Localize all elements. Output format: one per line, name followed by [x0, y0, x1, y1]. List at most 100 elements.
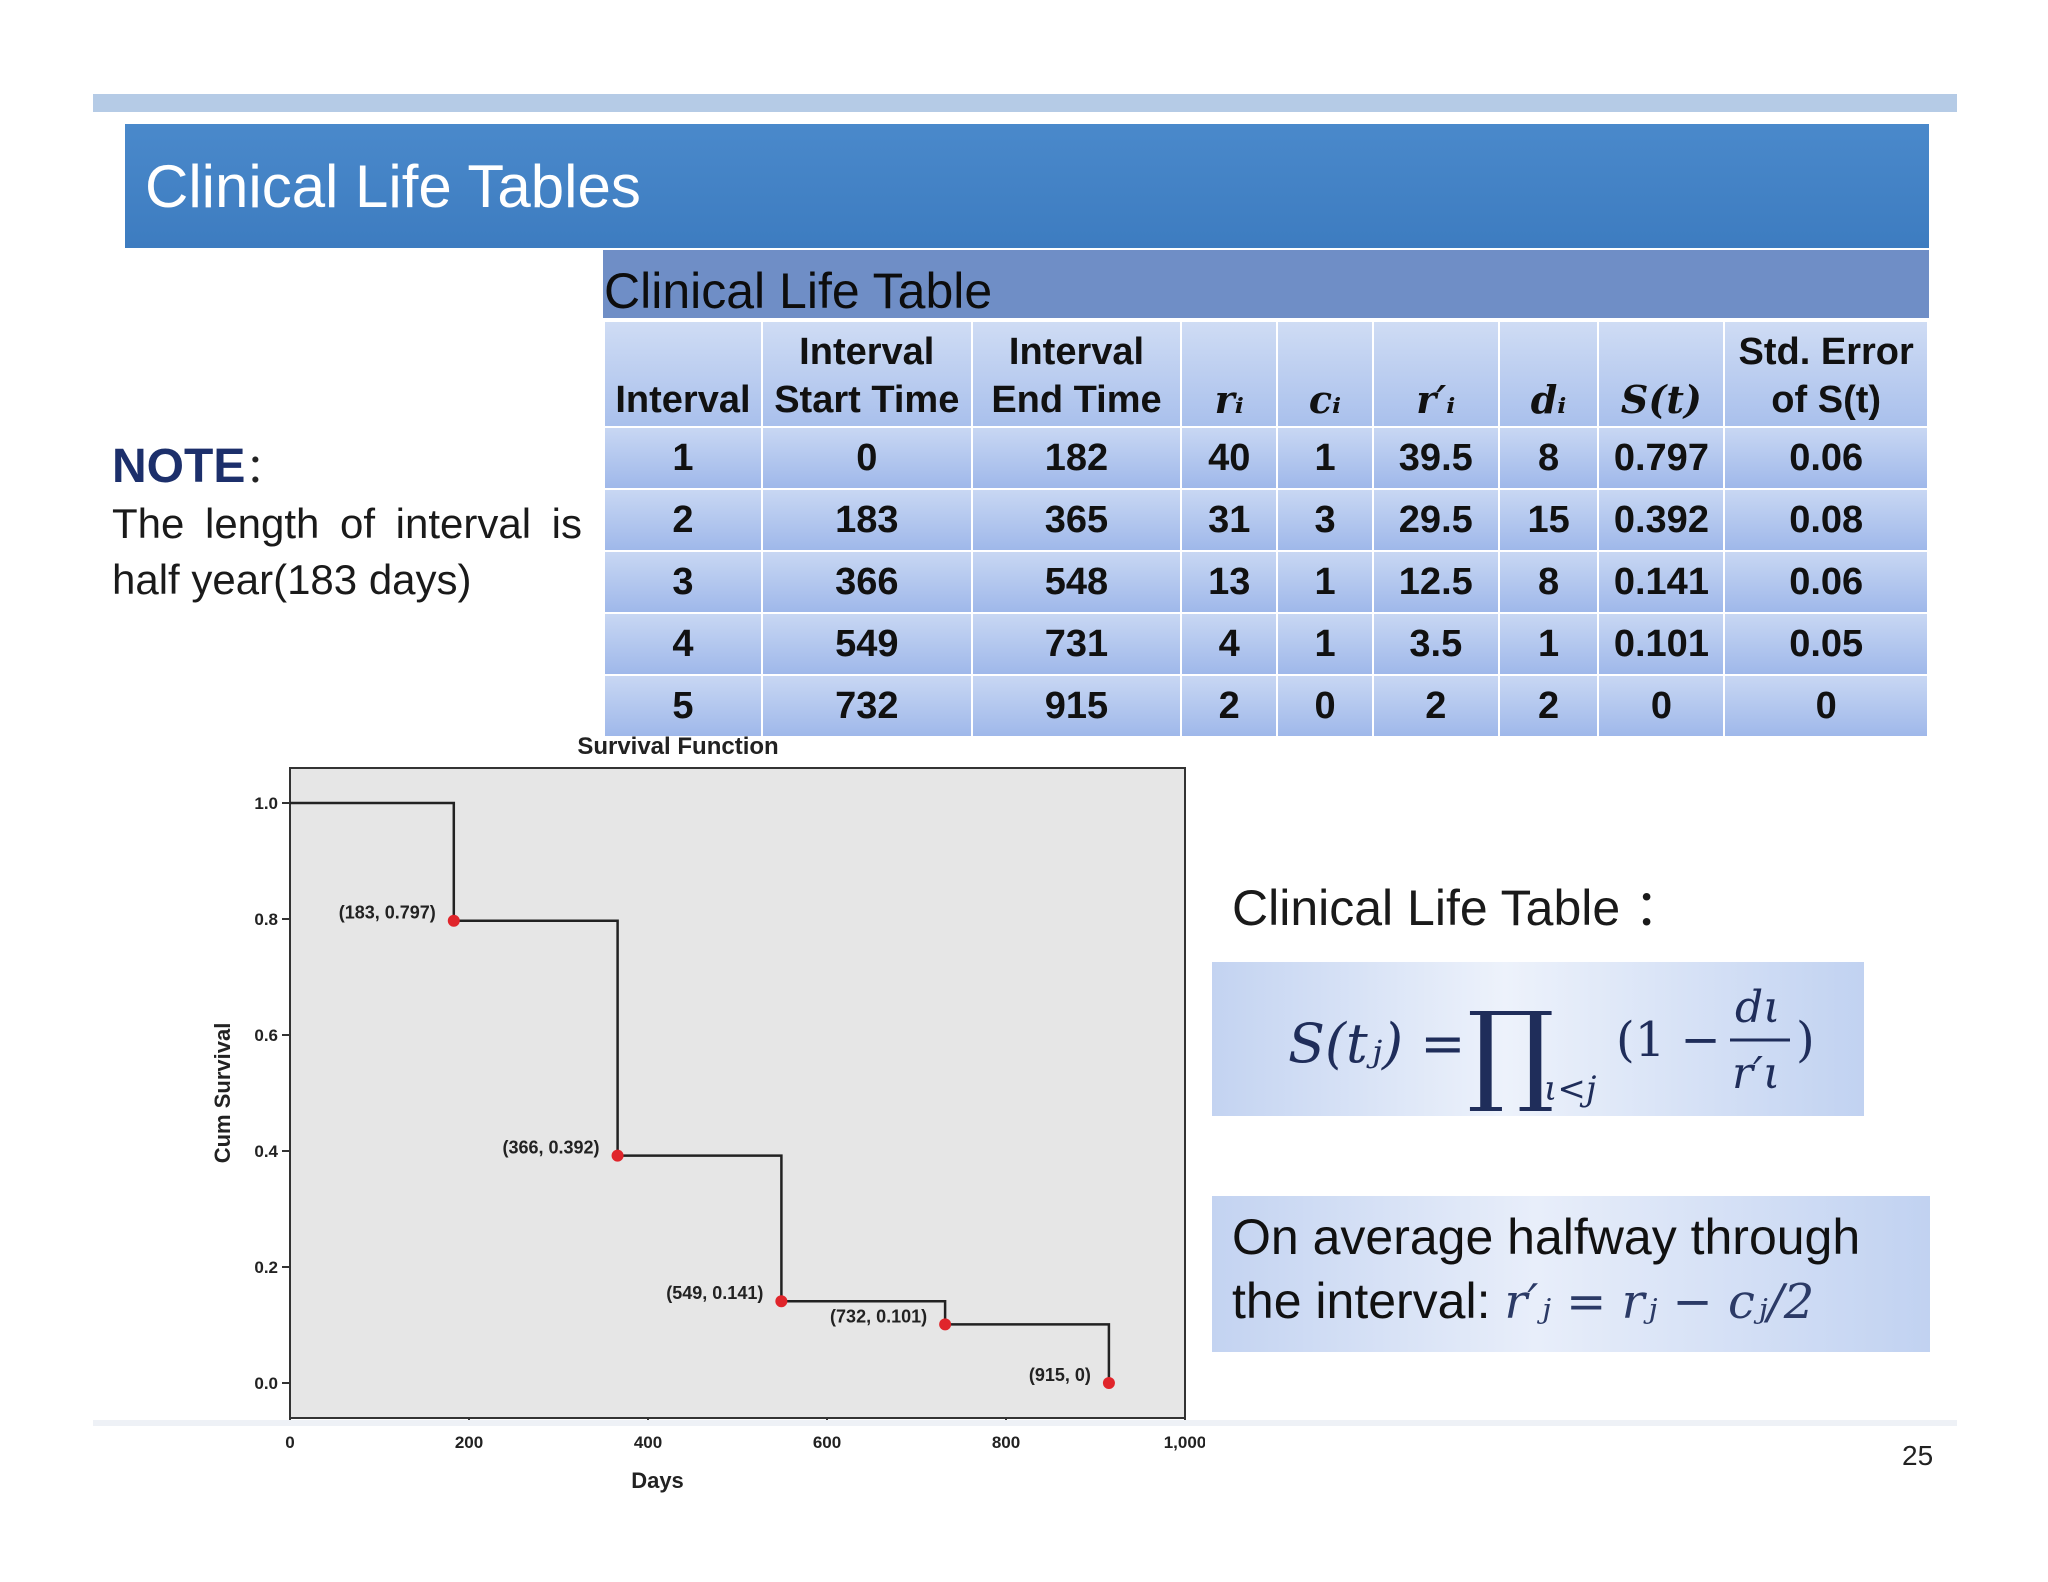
- life-table-cell: 2: [603, 488, 763, 552]
- life-table-header-cell: Interval Start Time: [760, 320, 973, 428]
- point-label: (549, 0.141): [666, 1283, 763, 1303]
- y-tick-label: 0.4: [254, 1142, 278, 1161]
- y-tick-label: 0.0: [254, 1374, 278, 1393]
- top-accent-bar: [93, 94, 1957, 112]
- life-table-cell: 915: [970, 674, 1183, 738]
- life-table-cell: 3.5: [1371, 612, 1500, 676]
- formula-denominator: r′ι: [1732, 1048, 1780, 1099]
- header-line-2: dᵢ: [1530, 377, 1567, 422]
- life-table-cell: 5: [603, 674, 763, 738]
- life-table-cell: 0: [1723, 674, 1929, 738]
- life-table-header-cell: rᵢ: [1180, 320, 1279, 428]
- life-table-row: 3 366 548 13 1 12.5 8 0.141 0.06: [603, 550, 1929, 614]
- life-table-caption: Clinical Life Table: [604, 263, 993, 319]
- life-table-cell: 12.5: [1371, 550, 1500, 614]
- life-table-header-cell: Interval: [603, 320, 763, 428]
- life-table-cell: 548: [970, 550, 1183, 614]
- header-line-2: rᵢ: [1214, 377, 1244, 422]
- life-table-cell: 731: [970, 612, 1183, 676]
- life-table-cell: 0.141: [1597, 550, 1726, 614]
- slide-title: Clinical Life Tables: [145, 153, 641, 220]
- life-table-cell: 2: [1371, 674, 1500, 738]
- life-table-cell: 13: [1180, 550, 1279, 614]
- life-table-header-cell: dᵢ: [1497, 320, 1600, 428]
- average-line-2-text: the interval:: [1232, 1273, 1505, 1329]
- y-tick-label: 0.6: [254, 1026, 278, 1045]
- header-line-1: Interval: [1008, 331, 1145, 373]
- life-table-cell: 0.08: [1723, 488, 1929, 552]
- point-label: (915, 0): [1029, 1365, 1091, 1385]
- life-table-header-cell: S(t): [1597, 320, 1726, 428]
- life-table-cell: 2: [1180, 674, 1279, 738]
- survival-point: [775, 1295, 788, 1308]
- life-table-cell: 15: [1497, 488, 1600, 552]
- life-table-cell: 0.101: [1597, 612, 1726, 676]
- life-table-cell: 0.06: [1723, 550, 1929, 614]
- survival-point: [939, 1318, 952, 1331]
- formula-box: S(tⱼ) = ∏ ι<j (1 − dι r′ι ): [1212, 962, 1864, 1116]
- chart-title: Survival Function: [577, 733, 778, 760]
- life-table-header-cell: r′ᵢ: [1371, 320, 1500, 428]
- life-table-cell: 1: [603, 426, 763, 490]
- survival-point: [447, 914, 460, 927]
- title-bar: Clinical Life Tables: [125, 124, 1929, 248]
- life-table-header-cell: Interval End Time: [970, 320, 1183, 428]
- life-table-header-cell: Std. Error of S(t): [1723, 320, 1929, 428]
- header-line-2: r′ᵢ: [1416, 377, 1456, 422]
- y-axis-label: Cum Survival: [210, 1023, 235, 1164]
- formula-close: ): [1796, 1012, 1815, 1068]
- life-table-cell: 0.797: [1597, 426, 1726, 490]
- footer-line: [93, 1420, 1957, 1426]
- y-tick-label: 0.2: [254, 1258, 278, 1277]
- life-table-cell: 1: [1276, 426, 1374, 490]
- header-line-2: End Time: [991, 379, 1162, 421]
- x-axis-label: Days: [631, 1468, 684, 1493]
- formula-product-subscript: ι<j: [1544, 1069, 1597, 1109]
- average-line-1: On average halfway through: [1232, 1209, 1861, 1265]
- life-table-cell: 1: [1276, 550, 1374, 614]
- life-table-cell: 0.05: [1723, 612, 1929, 676]
- header-line-2: S(t): [1620, 377, 1702, 422]
- life-table-row: 1 0 182 40 1 39.5 8 0.797 0.06: [603, 426, 1929, 490]
- header-line-2: cᵢ: [1308, 377, 1342, 422]
- point-label: (366, 0.392): [502, 1138, 599, 1158]
- life-table-cell: 31: [1180, 488, 1279, 552]
- note-colon: ：: [245, 447, 286, 491]
- life-table-cell: 8: [1497, 550, 1600, 614]
- header-line-2: Start Time: [774, 379, 960, 421]
- life-table-cell: 3: [603, 550, 763, 614]
- life-table-cell: 2: [1497, 674, 1600, 738]
- note-block: NOTE： The length of interval is half yea…: [112, 436, 582, 608]
- life-table-caption-bar: Clinical Life Table: [603, 250, 1929, 319]
- page-number: 25: [1902, 1440, 1934, 1471]
- average-note-box: On average halfway through the interval:…: [1212, 1196, 1930, 1352]
- life-table-cell: 39.5: [1371, 426, 1500, 490]
- life-table: Interval Interval Start Time Interval End Ti…: [603, 320, 1929, 738]
- survival-step-line: [290, 801, 1111, 1383]
- life-table-cell: 0: [1276, 674, 1374, 738]
- formula-numerator: dι: [1735, 982, 1780, 1033]
- life-table-cell: 366: [760, 550, 973, 614]
- life-table-cell: 183: [760, 488, 973, 552]
- survival-point: [1102, 1377, 1115, 1389]
- survival-function-chart: Survival Function 0.0 0.2 0.4 0.6 0.8 1.0 0 200 4…: [210, 733, 1205, 1493]
- formula-product-symbol: ∏: [1467, 988, 1555, 1116]
- life-table-cell: 4: [603, 612, 763, 676]
- life-table-cell: 0: [760, 426, 973, 490]
- life-table-cell: 29.5: [1371, 488, 1500, 552]
- x-tick-label: 400: [634, 1433, 662, 1452]
- life-table-cell: 8: [1497, 426, 1600, 490]
- formula-title-text: Clinical Life Table: [1232, 880, 1621, 936]
- note-text: The length of interval is half year(183 …: [112, 500, 582, 603]
- survival-point: [611, 1149, 624, 1162]
- point-label: (732, 0.101): [830, 1306, 927, 1326]
- x-tick-label: 800: [992, 1433, 1020, 1452]
- life-table-cell: 1: [1276, 612, 1374, 676]
- life-table-cell: 0: [1597, 674, 1726, 738]
- y-tick-label: 0.8: [254, 910, 278, 929]
- header-line-2: of S(t): [1771, 379, 1882, 421]
- life-table-row: 2 183 365 31 3 29.5 15 0.392 0.08: [603, 488, 1929, 552]
- note-heading: NOTE: [112, 440, 246, 493]
- life-table-header-row: Interval Interval Start Time Interval End Ti…: [603, 320, 1929, 428]
- formula-open: (1 −: [1616, 1012, 1721, 1068]
